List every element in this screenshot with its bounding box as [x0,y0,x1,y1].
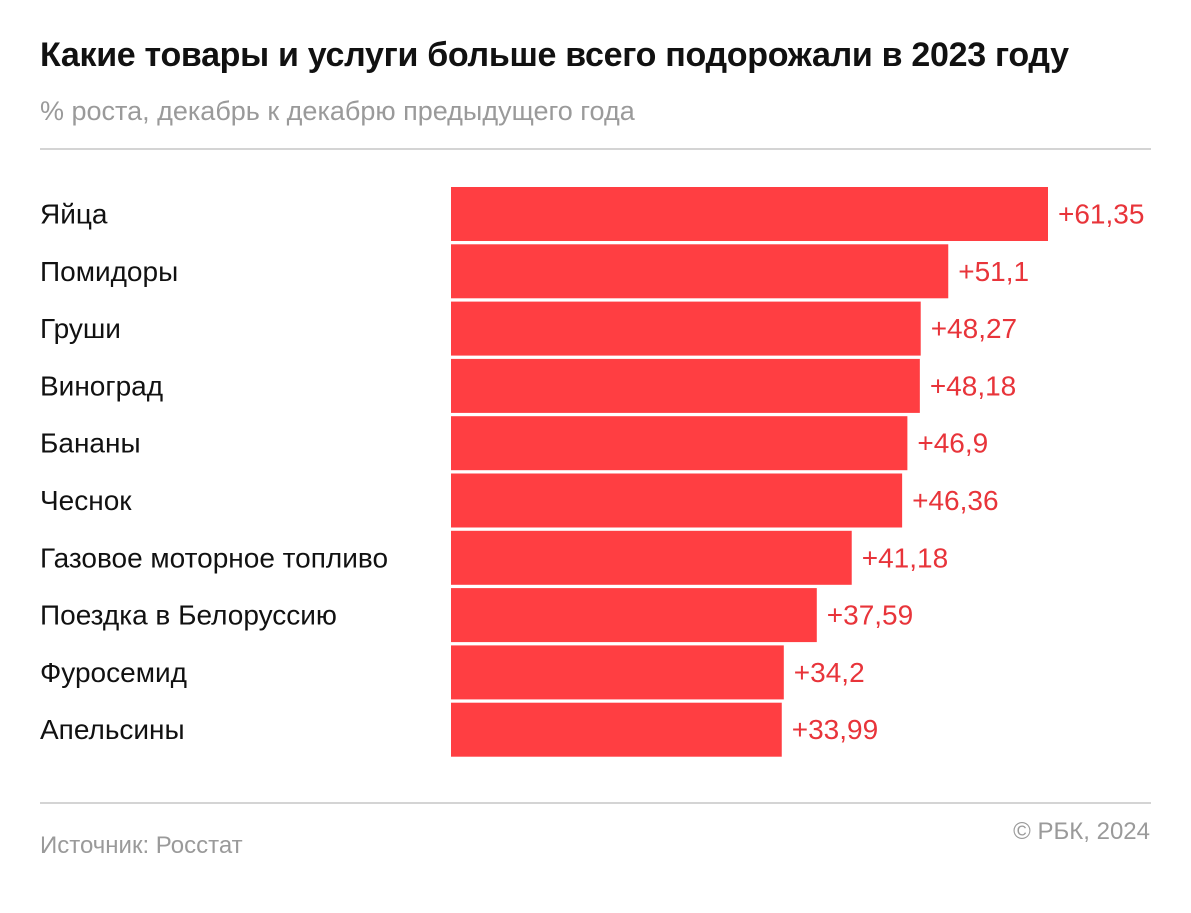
bar-8 [451,588,817,643]
category-label-9: Фуросемид [40,657,187,688]
bar-1 [451,187,1048,241]
value-label-9: +34,2 [794,657,865,688]
category-label-5: Бананы [40,428,141,459]
copyright-note: © РБК, 2024 [1013,818,1150,845]
bar-chart: Яйца +61,35 Помидоры +51,1 Груши +48,27 Виногр… [40,187,1144,757]
bar-10 [451,702,782,757]
value-label-10: +33,99 [792,714,878,745]
bar-5 [451,416,908,471]
category-label-8: Поездка в Белоруссию [40,600,337,631]
value-label-3: +48,27 [931,313,1017,344]
category-label-2: Помидоры [40,256,178,287]
source-note: Источник: Росстат [40,832,243,859]
value-label-7: +41,18 [862,542,948,573]
value-label-5: +46,9 [917,428,988,459]
bar-3 [451,301,921,356]
bottom-divider [40,802,1151,804]
category-label-4: Виноград [40,370,163,401]
category-label-3: Груши [40,313,121,344]
value-label-2: +51,1 [958,256,1029,287]
bar-6 [451,473,903,528]
value-label-6: +46,36 [912,485,998,516]
category-label-7: Газовое моторное топливо [40,542,388,573]
category-label-10: Апельсины [40,714,185,745]
bar-7 [451,530,852,585]
chart-subtitle: % роста, декабрь к декабрю предыдущего г… [40,96,635,126]
chart-title: Какие товары и услуги больше всего подор… [40,36,1069,74]
category-label-6: Чеснок [40,485,132,516]
top-divider [40,148,1151,150]
bar-9 [451,645,784,700]
bar-2 [451,244,949,299]
value-label-4: +48,18 [930,370,1016,401]
value-label-8: +37,59 [827,600,913,631]
category-label-1: Яйца [40,199,108,230]
bar-4 [451,358,920,413]
value-label-1: +61,35 [1058,199,1144,230]
